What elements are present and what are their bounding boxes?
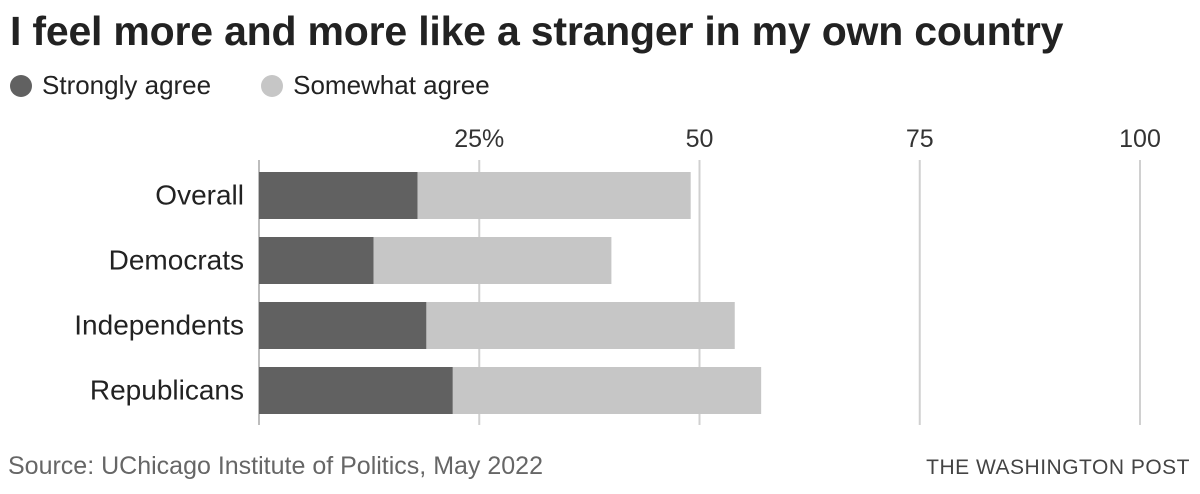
tick-label-100: 100 bbox=[1119, 125, 1161, 153]
legend-swatch-somewhat-agree bbox=[261, 74, 284, 97]
legend-item-strongly-agree: Strongly agree bbox=[10, 70, 211, 101]
legend: Strongly agree Somewhat agree bbox=[10, 70, 540, 101]
category-label-republicans: Republicans bbox=[90, 375, 244, 406]
bar-democrats-strongly-agree bbox=[259, 237, 374, 284]
tick-label-25: 25% bbox=[454, 125, 504, 153]
legend-label-strongly-agree: Strongly agree bbox=[42, 70, 212, 100]
bar-independents-somewhat-agree bbox=[426, 302, 735, 349]
category-label-independents: Independents bbox=[74, 310, 244, 341]
bar-democrats-somewhat-agree bbox=[373, 237, 612, 284]
category-label-democrats: Democrats bbox=[109, 245, 244, 276]
legend-item-somewhat-agree: Somewhat agree bbox=[261, 70, 490, 101]
bar-republicans-somewhat-agree bbox=[452, 367, 762, 414]
bar-overall-strongly-agree bbox=[259, 172, 418, 219]
legend-label-somewhat-agree: Somewhat agree bbox=[293, 70, 490, 100]
source-note: Source: UChicago Institute of Politics, … bbox=[8, 452, 543, 480]
bar-independents-strongly-agree bbox=[259, 302, 427, 349]
legend-swatch-strongly-agree bbox=[10, 74, 32, 97]
publisher-credit: THE WASHINGTON POST bbox=[926, 456, 1190, 479]
tick-label-50: 50 bbox=[686, 125, 714, 153]
bar-overall-somewhat-agree bbox=[417, 172, 691, 219]
chart-title: I feel more and more like a stranger in … bbox=[10, 8, 1064, 54]
category-label-overall: Overall bbox=[155, 180, 244, 211]
tick-label-75: 75 bbox=[906, 125, 934, 153]
bar-republicans-strongly-agree bbox=[259, 367, 453, 414]
